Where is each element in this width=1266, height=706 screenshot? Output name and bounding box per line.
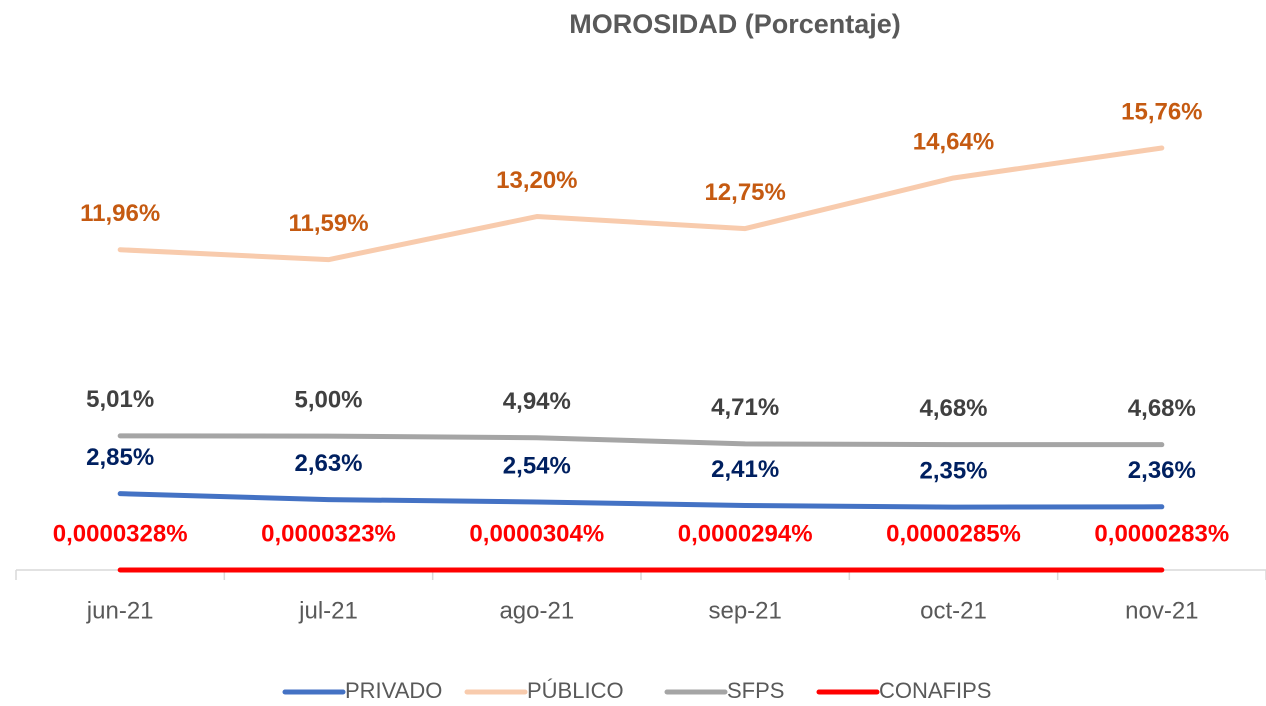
- series-line: [117, 433, 1165, 448]
- series-line: [117, 491, 1165, 510]
- legend-label: PRIVADO: [345, 678, 442, 703]
- x-tick-label: jun-21: [86, 597, 154, 624]
- data-label: 4,71%: [711, 394, 779, 421]
- data-label: 5,00%: [294, 386, 362, 413]
- x-tick-label: oct-21: [920, 597, 987, 624]
- x-tick-label: nov-21: [1125, 597, 1198, 624]
- legend-label: CONAFIPS: [879, 678, 991, 703]
- data-label: 2,41%: [711, 456, 779, 483]
- data-label: 2,54%: [503, 452, 571, 479]
- data-label: 11,59%: [288, 210, 368, 237]
- data-label: 13,20%: [496, 167, 577, 194]
- data-label: 0,0000294%: [678, 520, 813, 547]
- data-label: 0,0000285%: [886, 520, 1021, 547]
- data-label: 12,75%: [704, 179, 785, 206]
- legend-label: SFPS: [727, 678, 784, 703]
- data-label: 2,85%: [86, 444, 154, 471]
- data-label: 11,96%: [80, 200, 160, 227]
- data-label: 0,0000283%: [1094, 520, 1229, 547]
- x-tick-label: jul-21: [298, 597, 358, 624]
- data-label: 2,36%: [1128, 457, 1196, 484]
- legend-label: PÚBLICO: [527, 678, 624, 703]
- data-label: 4,68%: [1128, 395, 1196, 422]
- series-line: [117, 145, 1165, 263]
- data-label: 4,68%: [919, 395, 987, 422]
- data-label: 0,0000323%: [261, 520, 396, 547]
- data-label: 0,0000304%: [469, 520, 604, 547]
- data-label: 14,64%: [913, 128, 994, 155]
- x-tick-label: sep-21: [708, 597, 781, 624]
- data-label: 5,01%: [86, 386, 154, 413]
- data-label: 2,35%: [919, 457, 987, 484]
- chart-title: MOROSIDAD (Porcentaje): [569, 9, 901, 39]
- data-label: 0,0000328%: [53, 520, 188, 547]
- data-label: 15,76%: [1121, 98, 1202, 125]
- data-label: 2,63%: [294, 450, 362, 477]
- x-tick-label: ago-21: [499, 597, 574, 624]
- data-label: 4,94%: [503, 388, 571, 415]
